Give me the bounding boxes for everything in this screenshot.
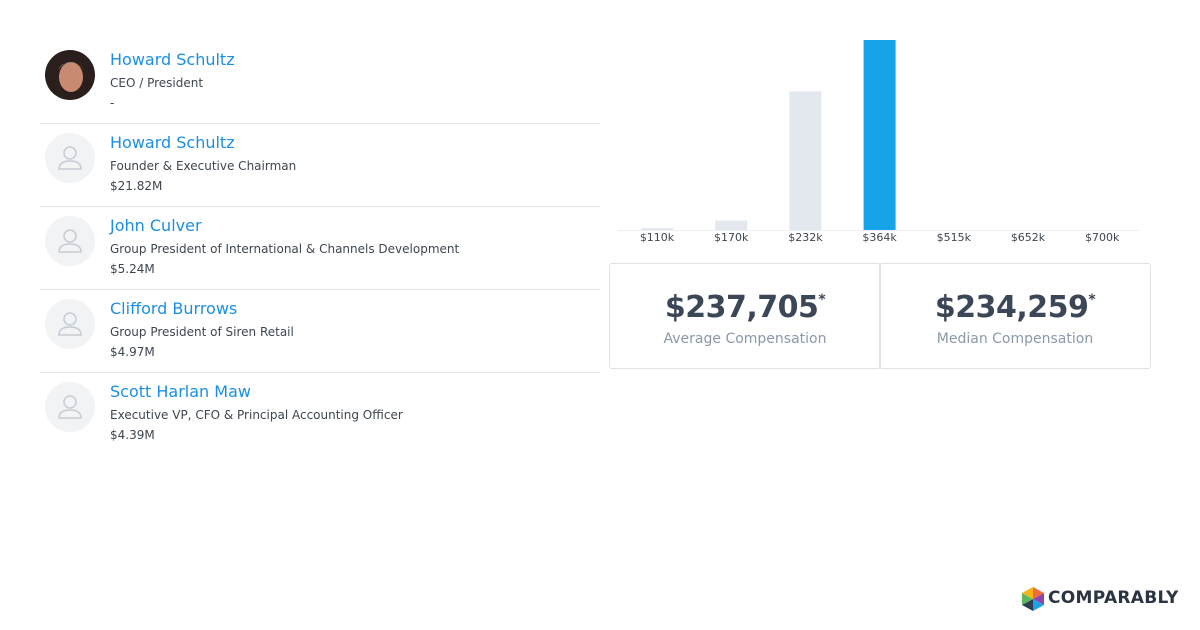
placeholder-body <box>58 243 82 253</box>
avatar <box>45 216 95 266</box>
bar <box>789 91 822 230</box>
executive-row: Clifford Burrows Group President of Siren… <box>40 289 600 373</box>
placeholder-head <box>63 229 77 243</box>
executive-role: Founder & Executive Chairman <box>110 159 297 173</box>
bar <box>641 228 673 230</box>
histogram: $110k $170k $232k $364k $515k $652k $700k <box>618 40 1140 244</box>
executive-role: CEO / President <box>110 76 204 90</box>
stat-value: $237,705* <box>610 290 880 325</box>
executive-compensation: $21.82M <box>110 179 163 193</box>
placeholder <box>45 216 95 266</box>
executive-compensation: $4.97M <box>110 345 155 359</box>
stat-label: Median Compensation <box>936 331 1094 347</box>
placeholder-body <box>58 160 82 170</box>
bar <box>715 220 748 230</box>
executive-name[interactable]: Clifford Burrows <box>110 299 238 318</box>
x-tick-label: $700k <box>1085 231 1120 244</box>
x-tick-label: $652k <box>1011 231 1046 244</box>
stat-number: $234,259 <box>934 290 1089 325</box>
bar <box>863 40 896 230</box>
placeholder-head <box>63 146 77 160</box>
executive-name[interactable]: Howard Schultz <box>110 133 235 152</box>
stat-value: $234,259* <box>880 290 1150 325</box>
stat-number: $237,705 <box>664 290 819 325</box>
avatar <box>45 299 95 349</box>
placeholder <box>45 133 95 183</box>
x-tick-label: $170k <box>714 231 749 244</box>
x-tick-label: $364k <box>862 231 897 244</box>
stat-card: $234,259* Median Compensation <box>879 263 1151 369</box>
placeholder-body <box>58 326 82 336</box>
placeholder-body <box>58 409 82 419</box>
executive-row: Howard Schultz Founder & Executive Chairm… <box>40 123 600 207</box>
executive-role: Group President of International & Chann… <box>110 242 460 256</box>
stat-card: $237,705* Average Compensation <box>609 263 881 369</box>
asterisk: * <box>1088 292 1096 308</box>
executive-row: Howard Schultz CEO / President - <box>40 40 600 124</box>
executive-name[interactable]: Scott Harlan Maw <box>110 382 251 401</box>
executive-compensation: $4.39M <box>110 428 155 442</box>
executive-name[interactable]: John Culver <box>110 216 202 235</box>
executive-name[interactable]: Howard Schultz <box>110 50 235 69</box>
asterisk: * <box>818 292 826 308</box>
avatar <box>45 50 95 100</box>
logo-icon <box>1022 587 1044 611</box>
placeholder <box>45 382 95 432</box>
x-tick-label: $515k <box>937 231 972 244</box>
executive-row: Scott Harlan Maw Executive VP, CFO & Prin… <box>40 372 600 455</box>
executive-role: Group President of Siren Retail <box>110 325 294 339</box>
avatar <box>45 133 95 183</box>
executive-compensation: - <box>110 96 115 110</box>
executive-row: John Culver Group President of Internatio… <box>40 206 600 290</box>
executive-compensation: $5.24M <box>110 262 155 276</box>
executive-role: Executive VP, CFO & Principal Accounting… <box>110 408 403 422</box>
x-tick-label: $232k <box>788 231 823 244</box>
stat-label: Average Compensation <box>663 331 827 347</box>
placeholder-head <box>63 312 77 326</box>
placeholder <box>45 299 95 349</box>
photo-face <box>59 62 83 92</box>
x-tick-label: $110k <box>640 231 675 244</box>
avatar <box>45 382 95 432</box>
placeholder-head <box>63 395 77 409</box>
brand-name[interactable]: COMPARABLY <box>1048 588 1179 608</box>
